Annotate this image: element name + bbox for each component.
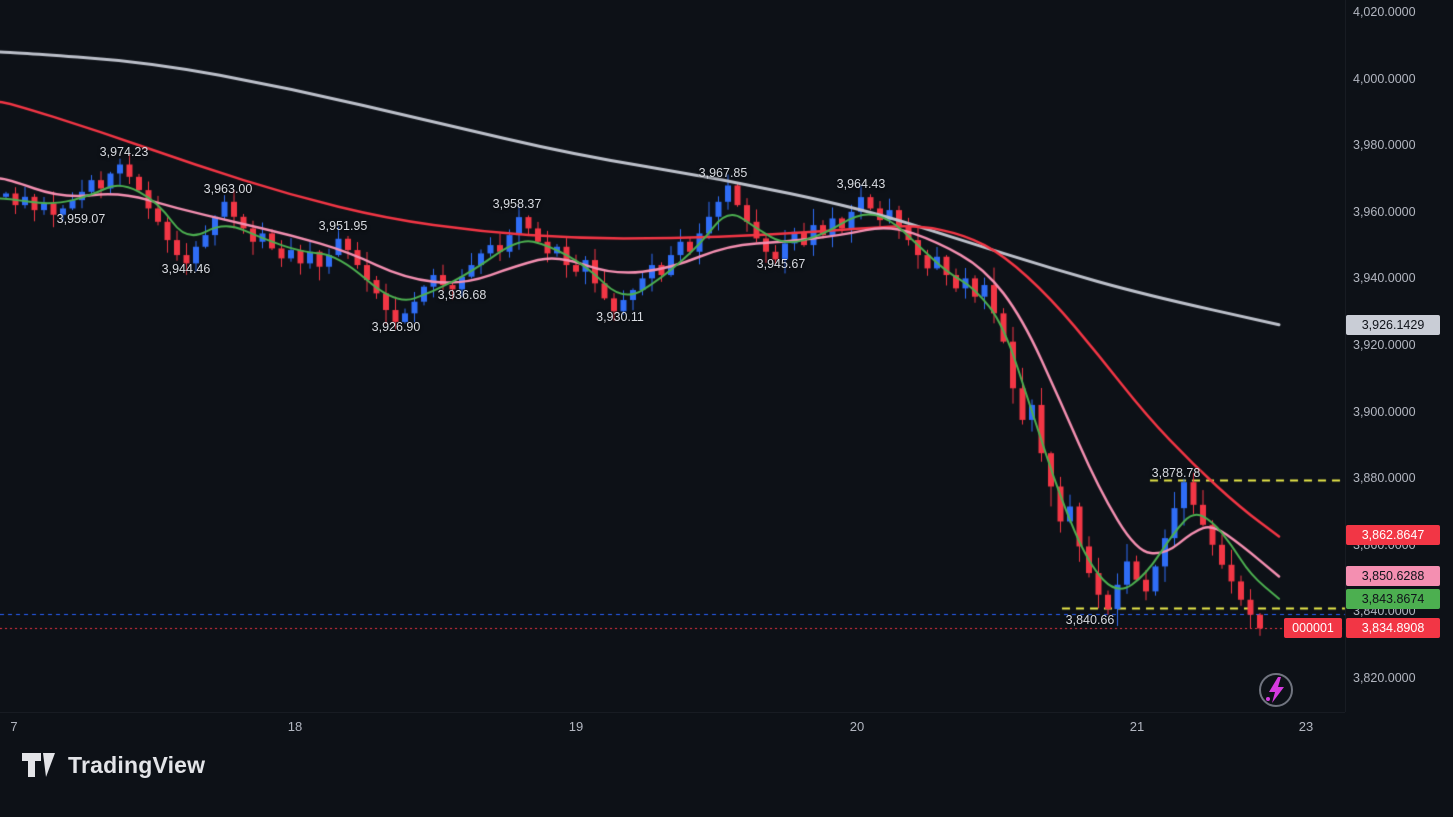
tradingview-logo-text: TradingView — [68, 752, 206, 778]
price-chart-canvas[interactable] — [0, 0, 1453, 745]
tradingview-logo-icon — [22, 752, 55, 777]
tradingview-logo[interactable]: TradingView — [22, 752, 205, 779]
lightning-icon — [1266, 677, 1284, 703]
boost-button[interactable] — [1259, 673, 1293, 707]
time-axis-divider — [0, 712, 1345, 713]
price-axis-divider — [1345, 0, 1346, 712]
